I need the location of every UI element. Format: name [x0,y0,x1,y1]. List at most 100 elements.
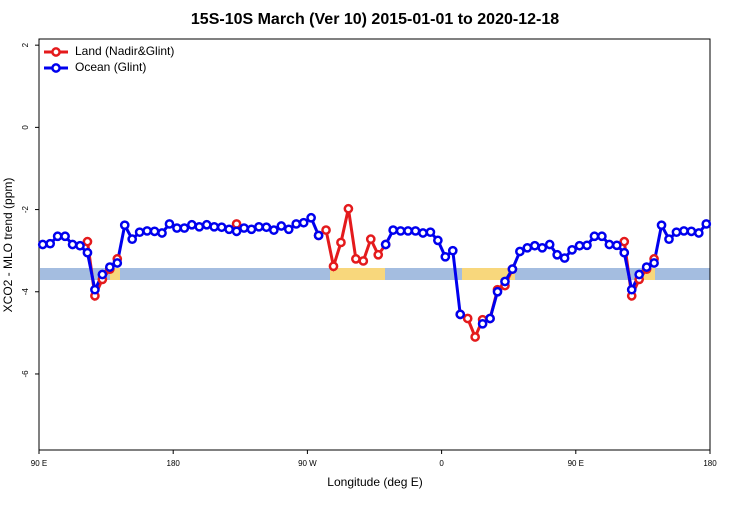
x-axis-label: Longitude (deg E) [327,475,422,489]
chart-title: 15S-10S March (Ver 10) 2015-01-01 to 202… [191,11,559,28]
data-point [679,226,689,236]
data-point [112,258,123,268]
data-point [559,253,570,263]
data-point [343,203,354,214]
data-point [306,212,316,223]
band-land [462,268,515,280]
data-point [529,240,540,251]
data-point [90,284,100,295]
data-point [485,313,495,324]
x-tick-label: 90 E [31,459,47,468]
band-ocean [120,268,330,280]
data-point [276,221,287,231]
y-tick-label: 0 [21,125,30,130]
y-tick-label: 2 [21,42,30,47]
data-point [224,224,234,235]
data-point [149,226,160,237]
data-point [418,228,428,238]
data-point [515,246,525,257]
data-point [619,236,630,247]
data-point [626,284,637,295]
data-point [75,240,85,251]
data-point [157,228,167,238]
y-tick-label: -6 [21,370,30,378]
data-point [283,224,294,235]
data-point [425,227,436,238]
data-point [45,238,56,249]
data-point [686,226,697,237]
data-point [619,247,630,258]
data-point [544,239,555,250]
data-point [82,236,93,247]
band-ocean [655,268,710,280]
data-point [567,244,577,255]
data-point [298,217,309,228]
data-point [104,262,115,272]
data-point [231,219,242,229]
x-tick-label: 0 [439,459,444,468]
data-point [164,219,175,229]
data-point [433,235,443,246]
data-point [269,225,279,235]
data-point [410,226,421,236]
data-point [574,240,585,251]
data-point [671,227,682,238]
y-axis-label: XCO2 - MLO trend (ppm) [1,178,15,313]
x-tick-label: 90 W [298,459,317,468]
x-tick-label: 90 E [568,459,584,468]
data-point [380,239,391,250]
legend-marker [51,63,61,73]
data-point [216,222,227,233]
data-point [462,313,473,324]
data-point [656,220,667,231]
data-point [336,237,346,248]
band-land [330,268,385,280]
legend-label: Ocean (Glint) [75,60,146,74]
data-point [52,231,63,242]
data-point [37,239,48,250]
data-point [701,219,712,229]
data-point [597,231,607,242]
legend-marker [51,47,61,57]
band-ocean [515,268,642,280]
data-point [142,226,152,236]
data-point [604,239,615,250]
data-point [321,225,331,235]
data-point [522,242,533,253]
data-point [365,234,376,245]
data-point [179,223,190,233]
data-point [60,231,70,242]
data-point [67,239,78,250]
data-point [82,247,93,258]
band-ocean [385,268,462,280]
data-point [127,234,138,245]
x-tick-label: 180 [167,459,181,468]
data-point [231,226,242,237]
data-point [358,256,369,266]
y-tick-label: -2 [21,205,30,213]
data-point [634,269,645,280]
data-point [119,220,130,231]
data-point [693,228,704,238]
data-point [403,226,413,236]
data-point [254,221,264,232]
data-point [589,231,600,242]
data-point [440,251,451,262]
x-tick-label: 180 [703,459,717,468]
data-point [447,245,458,256]
data-point [611,240,622,251]
data-point [246,224,257,235]
data-point [313,230,324,241]
data-point [552,249,563,260]
data-point [582,240,592,251]
data-point [239,223,249,233]
data-point [537,242,548,253]
data-point [201,219,212,230]
data-point [477,318,488,329]
band-land [110,268,120,280]
data-point [649,258,659,268]
data-point [261,222,272,233]
data-point [500,276,510,287]
data-point [641,262,652,272]
